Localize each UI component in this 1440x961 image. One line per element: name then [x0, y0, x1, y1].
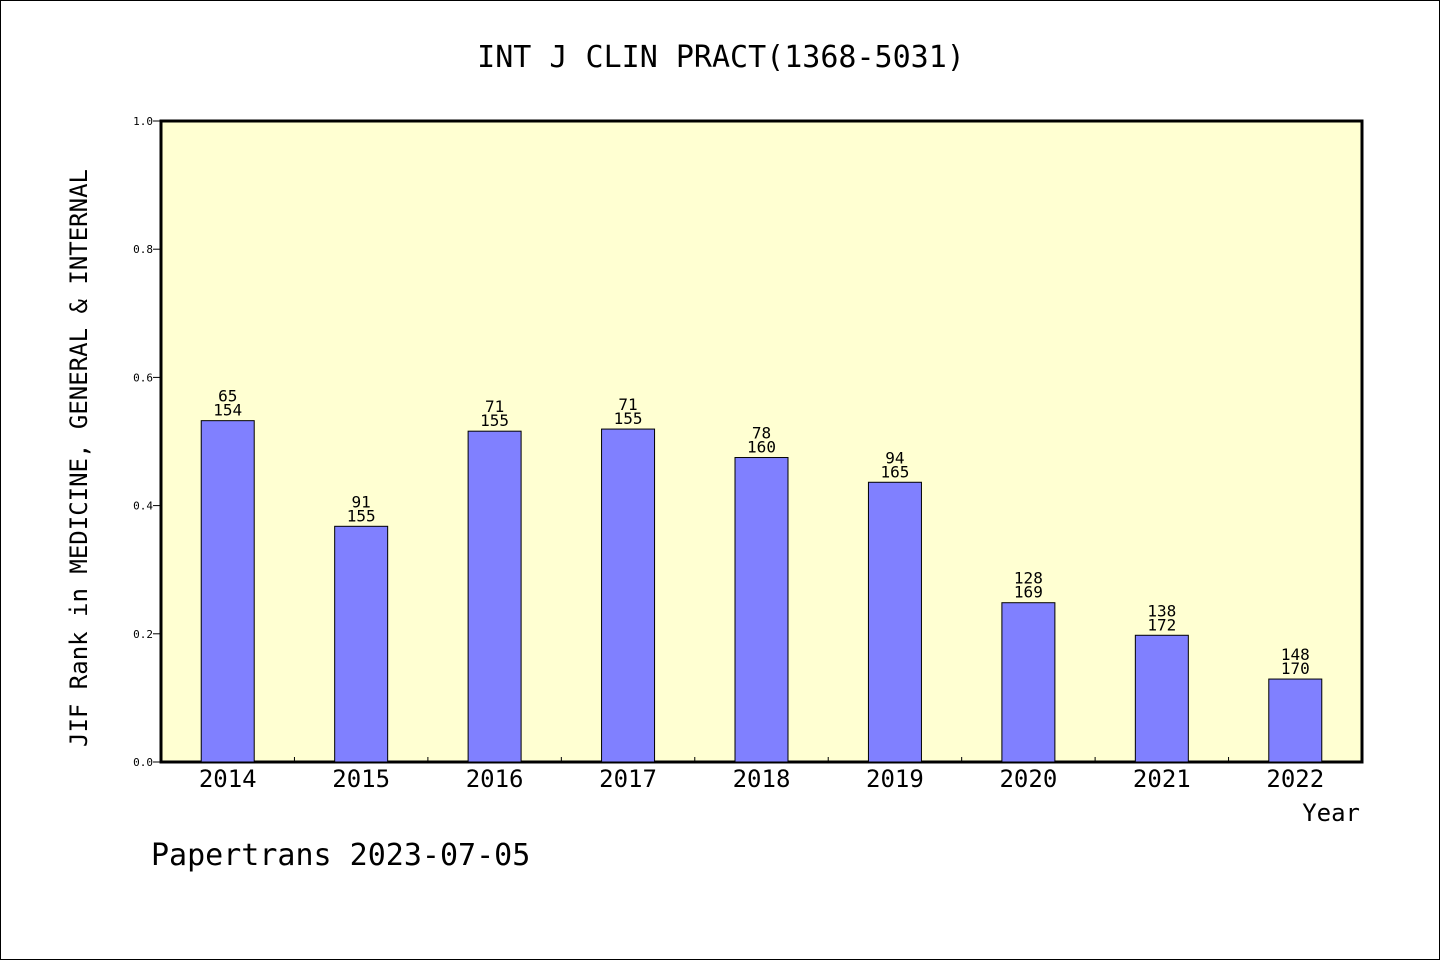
bar-2015: [334, 525, 389, 763]
x-tick-label: 2018: [733, 765, 791, 793]
x-tick-label: 2021: [1133, 765, 1191, 793]
rank-label: 148: [1281, 645, 1310, 664]
total-label: 169: [1014, 583, 1043, 602]
bar-2019: [867, 481, 922, 763]
x-tick-label: 2015: [332, 765, 390, 793]
x-tick-label: 2017: [599, 765, 657, 793]
total-label: 170: [1281, 659, 1310, 678]
rank-label: 128: [1014, 569, 1043, 588]
x-axis-label: Year: [1302, 799, 1360, 827]
rank-label: 78: [752, 424, 771, 443]
y-tick-label: 0.4: [133, 500, 153, 513]
bar-2018: [734, 457, 789, 763]
y-tick-label: 0.6: [133, 371, 153, 384]
chart-title: INT J CLIN PRACT(1368-5031): [477, 40, 965, 75]
x-tick-label: 2020: [999, 765, 1057, 793]
total-label: 154: [213, 401, 242, 420]
bar-2016: [467, 430, 522, 763]
y-tick-label: 1.0: [133, 115, 153, 128]
total-label: 165: [880, 462, 909, 481]
bar-2014: [200, 420, 255, 763]
bar-2021: [1134, 634, 1189, 763]
bar-2020: [1001, 602, 1056, 763]
x-tick-label: 2016: [466, 765, 524, 793]
y-axis: 0.0 0.2 0.4 0.6 0.8 1.0: [133, 115, 161, 769]
rank-label: 71: [618, 395, 637, 414]
rank-label: 65: [218, 387, 237, 406]
y-tick-label: 0.8: [133, 243, 153, 256]
total-label: 172: [1147, 615, 1176, 634]
y-axis-label: JIF Rank in MEDICINE, GENERAL & INTERNAL: [65, 169, 93, 747]
footer-source: Papertrans 2023-07-05: [151, 838, 530, 873]
y-tick-label: 0.2: [133, 628, 153, 641]
rank-label: 138: [1147, 601, 1176, 620]
rank-label: 94: [885, 448, 904, 467]
total-label: 160: [747, 438, 776, 457]
rank-label: 91: [352, 492, 371, 511]
total-label: 155: [614, 409, 643, 428]
x-tick-label: 2019: [866, 765, 924, 793]
rank-label: 71: [485, 397, 504, 416]
x-tick-label: 2014: [199, 765, 257, 793]
total-label: 155: [347, 506, 376, 525]
data-labels-group: 6515491155711557115578160941651281691381…: [213, 387, 1309, 678]
bar-2017: [601, 428, 656, 763]
x-tick-label: 2022: [1266, 765, 1324, 793]
bars-group: [200, 420, 1323, 763]
x-axis: 2014 2015 2016 2017 2018 2019 2020 2021 2022: [199, 757, 1324, 793]
y-tick-label: 0.0: [133, 756, 153, 769]
total-label: 155: [480, 411, 509, 430]
bar-2022: [1268, 678, 1323, 763]
